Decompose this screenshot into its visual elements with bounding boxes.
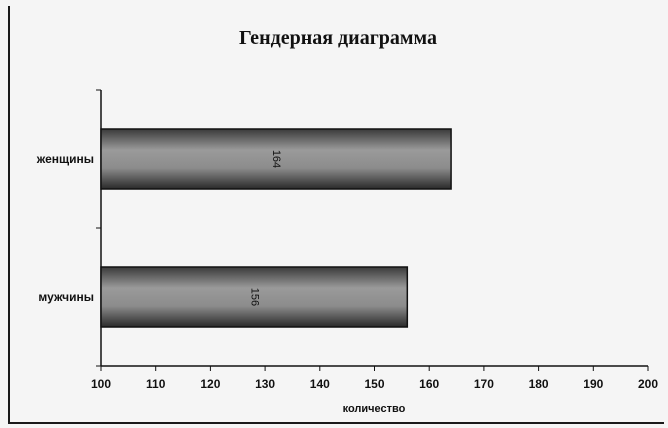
x-tick-label: 160 — [419, 377, 439, 391]
category-label: мужчины — [38, 290, 94, 304]
bar-1 — [100, 128, 452, 190]
x-tick-label: 120 — [200, 377, 220, 391]
data-label: 164 — [270, 150, 282, 168]
x-tick-label: 110 — [146, 377, 166, 391]
x-tick-label: 170 — [474, 377, 494, 391]
x-tick-label: 180 — [529, 377, 549, 391]
x-tick-label: 200 — [638, 377, 658, 391]
x-axis-label: количество — [343, 403, 406, 415]
data-label: 156 — [248, 288, 260, 306]
chart-title: Гендерная диаграмма — [239, 27, 437, 49]
x-tick-label: 100 — [91, 377, 111, 391]
x-tick-label: 130 — [255, 377, 275, 391]
bar-2 — [100, 266, 409, 328]
chart-frame-border — [8, 6, 664, 424]
x-tick-label: 150 — [364, 377, 384, 391]
plot-area: 100 110 120 130 140 150 160 170 180 190 200 женщины… — [36, 89, 658, 391]
x-tick-label: 140 — [310, 377, 330, 391]
x-tick-label: 190 — [583, 377, 603, 391]
category-label: женщины — [36, 152, 94, 166]
